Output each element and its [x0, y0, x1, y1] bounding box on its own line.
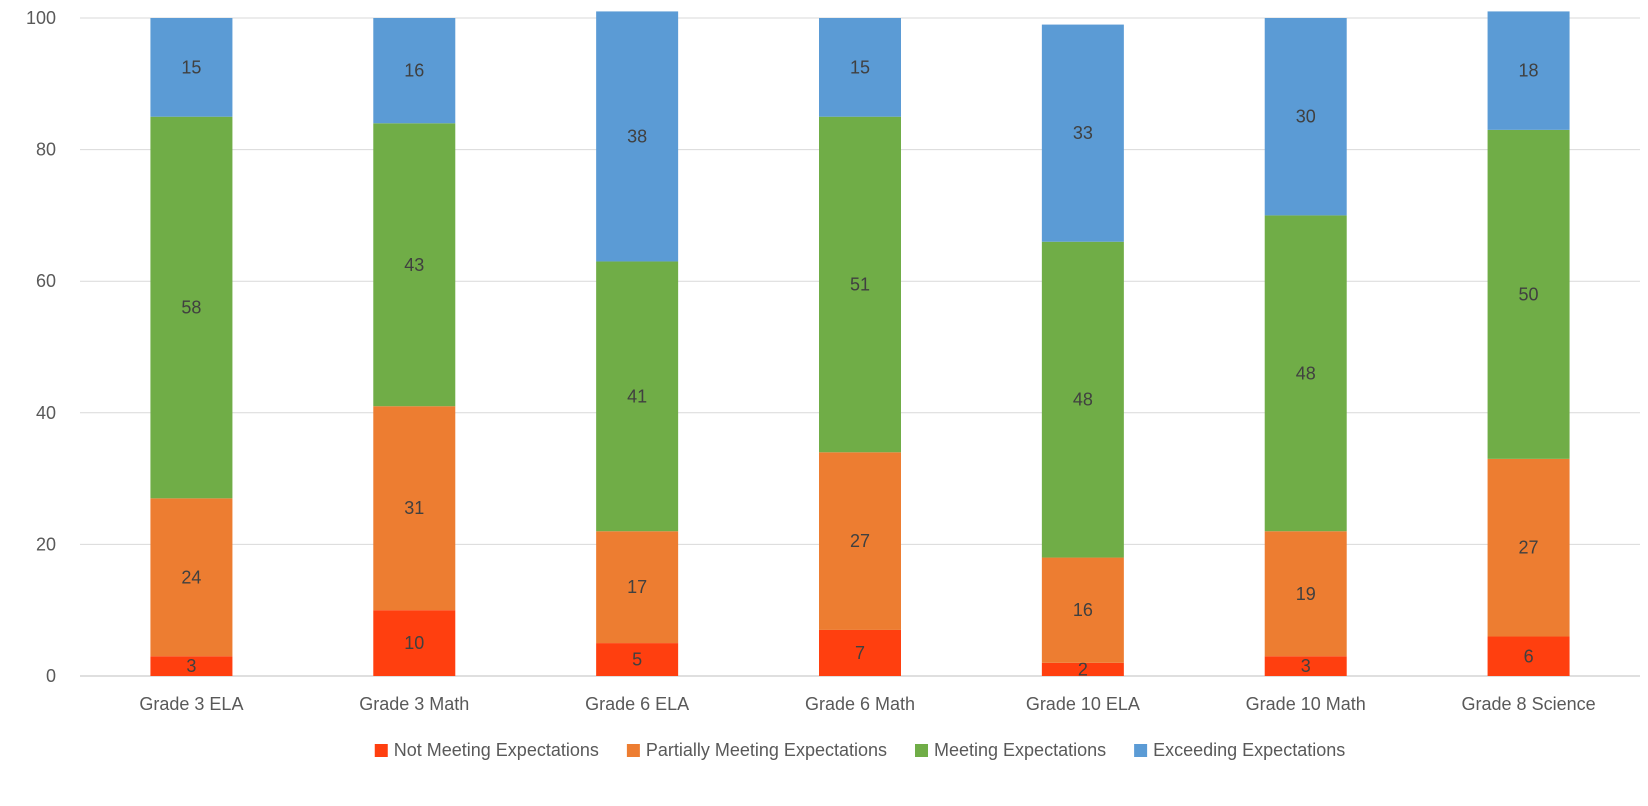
data-label: 24 [181, 567, 201, 587]
bar-segment [373, 406, 456, 611]
data-label: 16 [404, 61, 424, 81]
bar-segment [1487, 636, 1570, 676]
bar-segment [1041, 24, 1124, 242]
data-label: 51 [850, 274, 870, 294]
bar-segment [819, 116, 901, 453]
bar-segment [596, 643, 679, 676]
bar-segment [1264, 656, 1347, 676]
legend-label: Exceeding Expectations [1153, 740, 1345, 760]
data-label: 15 [850, 57, 870, 77]
bar-segment [819, 629, 901, 676]
bar-segment [1487, 458, 1570, 637]
data-label: 19 [1296, 584, 1316, 604]
bars: 3245815103143165174138727511521648333194… [150, 11, 1570, 679]
data-label: 43 [404, 255, 424, 275]
bar-segment [1487, 11, 1570, 130]
bar-segment [1041, 241, 1124, 558]
y-tick-label: 60 [36, 271, 56, 291]
data-label: 41 [627, 386, 647, 406]
x-tick-label: Grade 8 Science [1462, 694, 1596, 714]
data-label: 6 [1524, 646, 1534, 666]
x-tick-label: Grade 3 Math [359, 694, 469, 714]
x-tick-label: Grade 3 ELA [139, 694, 243, 714]
legend-label: Partially Meeting Expectations [646, 740, 887, 760]
bar-segment [819, 452, 901, 630]
bar-segment [596, 261, 679, 532]
bar-segment [1264, 531, 1347, 657]
x-tick-label: Grade 10 ELA [1026, 694, 1140, 714]
data-label: 31 [404, 498, 424, 518]
data-label: 48 [1296, 363, 1316, 383]
legend-swatch [915, 744, 929, 757]
x-tick-label: Grade 6 ELA [585, 694, 689, 714]
legend-label: Not Meeting Expectations [394, 740, 599, 760]
bar-segment [150, 116, 233, 499]
y-tick-label: 40 [36, 403, 56, 423]
x-tick-label: Grade 6 Math [805, 694, 915, 714]
data-label: 17 [627, 577, 647, 597]
legend-label: Meeting Expectations [934, 740, 1106, 760]
bar-segment [150, 656, 233, 676]
data-label: 5 [632, 650, 642, 670]
data-label: 3 [186, 656, 196, 676]
bar-segment [1264, 18, 1347, 216]
data-label: 7 [855, 643, 865, 663]
data-label: 15 [181, 57, 201, 77]
bar-segment [1041, 662, 1124, 676]
legend: Not Meeting Expectations Partially Meetin… [374, 740, 1345, 760]
y-tick-label: 100 [26, 8, 56, 28]
bar-segment [819, 18, 901, 117]
y-tick-label: 0 [46, 666, 56, 686]
data-label: 16 [1073, 600, 1093, 620]
y-tick-label: 20 [36, 534, 56, 554]
data-label: 50 [1519, 284, 1539, 304]
bar-segment [1264, 215, 1347, 532]
bar-segment [373, 123, 456, 407]
bar-segment [596, 11, 679, 262]
data-label: 30 [1296, 107, 1316, 127]
legend-swatch [374, 744, 388, 757]
bar-segment [150, 18, 233, 117]
data-label: 18 [1519, 61, 1539, 81]
data-label: 27 [850, 531, 870, 551]
data-label: 33 [1073, 123, 1093, 143]
bar-segment [1487, 129, 1570, 459]
bar-segment [150, 498, 233, 657]
y-tick-label: 80 [36, 140, 56, 160]
x-tick-label: Grade 10 Math [1246, 694, 1366, 714]
data-label: 58 [181, 298, 201, 318]
data-label: 10 [404, 633, 424, 653]
bar-segment [1041, 557, 1124, 663]
bar-segment [373, 18, 456, 124]
data-label: 27 [1519, 538, 1539, 558]
bar-segment [373, 610, 456, 676]
axes: 0 20 40 60 80 100 Grade 3 ELA Grade 3 Math Grade… [26, 8, 1596, 714]
legend-swatch [1134, 744, 1148, 757]
data-label: 38 [627, 126, 647, 146]
legend-swatch [626, 744, 640, 757]
data-label: 48 [1073, 390, 1093, 410]
data-label: 2 [1078, 659, 1088, 679]
bar-segment [596, 531, 679, 644]
data-label: 3 [1301, 656, 1311, 676]
